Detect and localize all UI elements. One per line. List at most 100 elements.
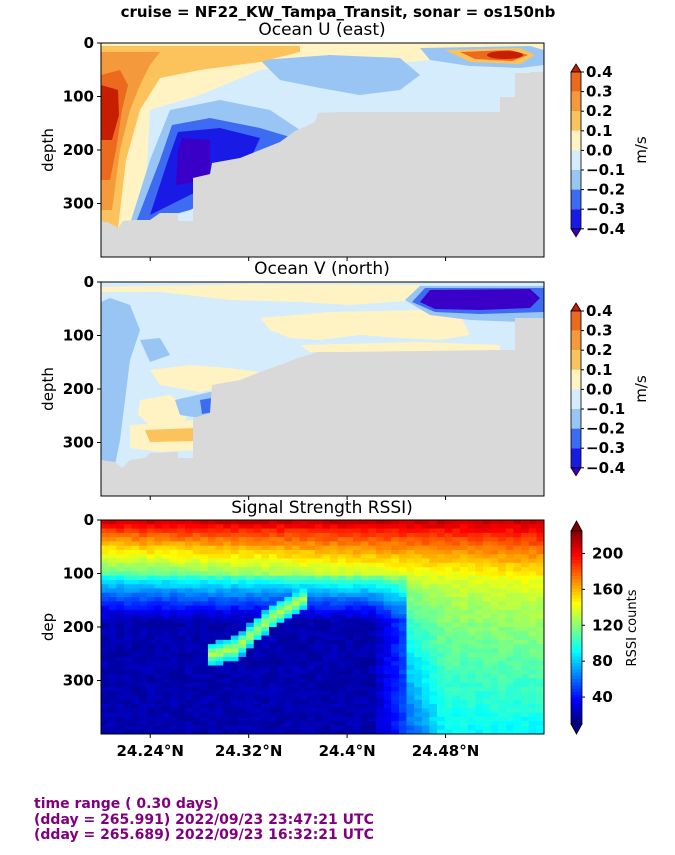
rssi-cell xyxy=(307,528,316,534)
rssi-cell xyxy=(253,520,262,525)
rssi-cell xyxy=(322,605,331,611)
rssi-cell xyxy=(467,541,476,547)
rssi-cell xyxy=(307,579,316,585)
rssi-cell xyxy=(505,665,514,671)
rssi-cell xyxy=(101,532,110,538)
rssi-cell xyxy=(414,554,423,559)
rssi-cell xyxy=(337,549,346,555)
rssi-cell xyxy=(246,575,255,581)
rssi-cell xyxy=(177,635,186,641)
rssi-cell xyxy=(475,716,484,722)
rssi-cell xyxy=(307,605,316,611)
contour-weak-positive-mid xyxy=(260,310,470,340)
rssi-cell xyxy=(368,592,377,598)
rssi-cell xyxy=(154,549,163,555)
rssi-cell xyxy=(490,699,499,705)
rssi-cell xyxy=(123,699,132,705)
rssi-cell xyxy=(123,528,132,534)
rssi-cell xyxy=(101,661,110,666)
rssi-cell xyxy=(360,712,369,718)
rssi-cell xyxy=(536,614,544,619)
rssi-cell xyxy=(314,712,323,718)
rssi-cell xyxy=(177,575,186,581)
rssi-cell xyxy=(253,528,262,534)
rssi-cell xyxy=(223,691,232,696)
rssi-cell xyxy=(467,622,476,628)
colorbar-tick-label: 80 xyxy=(592,652,613,670)
rssi-cell xyxy=(269,631,278,636)
rssi-cell xyxy=(337,652,346,658)
rssi-cell xyxy=(299,567,308,572)
rssi-cell xyxy=(307,725,316,731)
rssi-cell xyxy=(230,549,239,555)
rssi-cell xyxy=(177,627,186,632)
rssi-cell xyxy=(207,614,216,619)
rssi-cell xyxy=(215,541,224,547)
rssi-cell xyxy=(101,537,110,542)
rssi-cell xyxy=(291,528,300,534)
rssi-cell xyxy=(345,588,354,594)
rssi-cell xyxy=(398,716,407,722)
rssi-cell xyxy=(200,537,209,542)
rssi-cell xyxy=(337,627,346,632)
rssi-cell xyxy=(528,669,537,675)
colorbar-step xyxy=(571,624,582,628)
rssi-cell xyxy=(360,691,369,696)
rssi-cell xyxy=(475,537,484,542)
rssi-cell xyxy=(261,605,270,611)
rssi-cell xyxy=(169,622,178,628)
rssi-cell xyxy=(200,571,209,577)
rssi-cell xyxy=(207,571,216,577)
rssi-cell xyxy=(490,528,499,534)
rssi-cell xyxy=(276,716,285,722)
rssi-cell xyxy=(368,614,377,619)
rssi-cell xyxy=(406,520,415,525)
rssi-cell xyxy=(490,545,499,551)
rssi-cell xyxy=(269,618,278,624)
rssi-cell xyxy=(337,537,346,542)
rssi-cell xyxy=(345,682,354,688)
rssi-cell xyxy=(108,678,117,684)
rssi-cell xyxy=(307,691,316,696)
rssi-cell xyxy=(207,618,216,624)
rssi-cell xyxy=(269,545,278,551)
rssi-cell xyxy=(421,562,430,568)
rssi-cell xyxy=(421,729,430,734)
rssi-cell xyxy=(459,567,469,572)
rssi-cell xyxy=(421,605,430,611)
rssi-cell xyxy=(475,725,484,731)
rssi-cell xyxy=(284,704,293,709)
rssi-cell xyxy=(177,631,186,636)
rssi-cell xyxy=(337,716,346,722)
rssi-cell xyxy=(207,554,216,559)
rssi-cell xyxy=(192,721,201,726)
rssi-cell xyxy=(276,618,285,624)
rssi-cell xyxy=(177,567,186,572)
rssi-cell xyxy=(322,648,331,654)
rssi-cell xyxy=(192,729,201,734)
rssi-cell xyxy=(223,635,232,641)
rssi-cell xyxy=(360,648,369,654)
rssi-cell xyxy=(223,554,232,559)
rssi-cell xyxy=(269,562,278,568)
rssi-cell xyxy=(437,639,446,645)
rssi-cell xyxy=(406,639,415,645)
x-tick-label: 24.48°N xyxy=(412,742,480,760)
rssi-cell xyxy=(467,537,476,542)
rssi-cell xyxy=(459,721,469,726)
rssi-cell xyxy=(284,554,293,559)
rssi-cell xyxy=(238,567,247,572)
rssi-cell xyxy=(299,691,308,696)
rssi-cell xyxy=(345,584,354,589)
rssi-cell xyxy=(421,601,430,606)
rssi-cell xyxy=(139,579,148,585)
rssi-cell xyxy=(108,567,117,572)
rssi-cell xyxy=(246,686,255,692)
rssi-cell xyxy=(513,520,522,525)
rssi-cell xyxy=(207,562,216,568)
rssi-cell xyxy=(360,682,369,688)
rssi-cell xyxy=(223,644,232,649)
colorbar-step xyxy=(571,604,582,609)
rssi-cell xyxy=(429,639,438,645)
rssi-cell xyxy=(375,520,385,525)
